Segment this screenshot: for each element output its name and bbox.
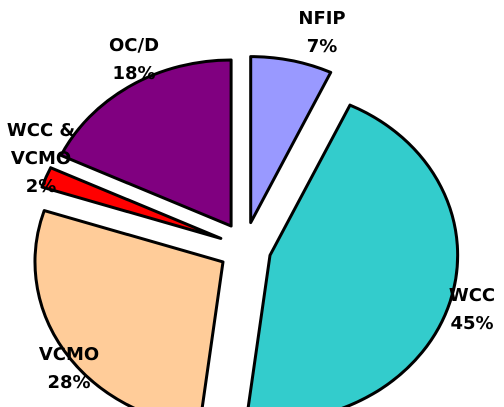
pie-label-vcmo: VCMO 28% bbox=[39, 344, 99, 393]
pie-category-label: VCMO bbox=[39, 344, 99, 365]
pie-slice-vcmo bbox=[33, 209, 225, 407]
pie-value-label: 2% bbox=[26, 176, 57, 197]
pie-slice-wcc-vcmo bbox=[40, 166, 223, 240]
pie-label-nfip: NFIP 7% bbox=[298, 8, 345, 57]
pie-value-label: 45% bbox=[450, 313, 493, 334]
pie-category-label: OC/D bbox=[109, 35, 159, 56]
pie-label-wcc-vcmo: WCC & VCMO 2% bbox=[7, 120, 75, 197]
pie-value-label: 18% bbox=[112, 63, 155, 84]
pie-slice-wcc bbox=[246, 103, 460, 407]
pie-label-wcc: WCC 45% bbox=[449, 285, 495, 334]
pie-labels: NFIP 7% WCC 45% VCMO 28% WCC & VCMO 2% OC/D 18% bbox=[7, 8, 495, 393]
pie-category-label: WCC bbox=[449, 285, 495, 306]
pie-slices bbox=[33, 55, 460, 407]
pie-category-label: WCC & bbox=[7, 120, 75, 141]
pie-category-label: VCMO bbox=[11, 148, 71, 169]
pie-slice-nfip bbox=[249, 55, 333, 225]
pie-slice-oc-d bbox=[59, 58, 233, 228]
pie-category-label: NFIP bbox=[298, 8, 345, 29]
pie-label-oc-d: OC/D 18% bbox=[109, 35, 159, 84]
pie-value-label: 7% bbox=[307, 36, 338, 57]
pie-value-label: 28% bbox=[47, 372, 90, 393]
